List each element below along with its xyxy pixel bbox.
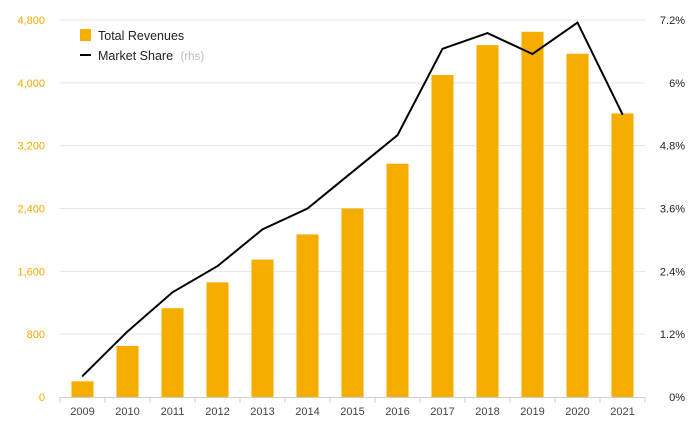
x-axis: 2009 2010 2011 2012 2013 2014 2015 2016 2017 2018…	[59, 397, 646, 418]
revenue-bar	[71, 381, 94, 397]
market-share-point	[531, 53, 534, 55]
revenue-bar	[251, 259, 274, 397]
x-tick-label: 2019	[520, 406, 544, 418]
revenue-bar	[116, 345, 139, 397]
market-share-point	[351, 171, 354, 173]
x-tick-label: 2017	[430, 406, 454, 418]
market-share-point	[396, 134, 399, 136]
revenue-bar	[476, 45, 499, 398]
x-tick-label: 2011	[161, 406, 185, 418]
legend-market-share-suffix: (rhs)	[181, 51, 205, 63]
left-tick-label: 2,400	[17, 204, 45, 216]
revenue-bar	[566, 53, 589, 397]
x-tick-label: 2013	[250, 406, 274, 418]
revenue-bar	[611, 113, 634, 397]
right-tick-label: 3.6%	[660, 204, 685, 216]
left-tick-label: 0	[39, 392, 45, 404]
revenue-bar	[341, 208, 364, 397]
market-share-point	[306, 207, 309, 210]
right-tick-label: 7.2%	[660, 15, 685, 27]
x-tick-label: 2016	[385, 406, 409, 418]
revenue-bars	[71, 31, 634, 398]
right-tick-label: 2.4%	[660, 266, 685, 278]
market-share-point	[81, 375, 84, 377]
x-tick-label: 2010	[115, 406, 139, 418]
x-tick-label: 2014	[295, 406, 319, 418]
left-tick-label: 4,000	[17, 78, 45, 90]
market-share-point	[261, 228, 264, 231]
revenue-bar	[206, 282, 229, 397]
left-tick-label: 800	[27, 329, 45, 341]
left-tick-label: 3,200	[17, 141, 45, 153]
x-tick-label: 2015	[340, 406, 364, 418]
left-tick-label: 4,800	[17, 15, 45, 27]
market-share-point	[576, 21, 579, 24]
market-share-point	[126, 330, 129, 333]
revenue-bar	[296, 234, 319, 397]
legend: Total Revenues Market Share (rhs)	[80, 29, 204, 63]
legend-label-market-share: Market Share (rhs)	[98, 49, 204, 63]
legend-market-share-text: Market Share	[98, 49, 173, 63]
x-tick-label: 2021	[610, 406, 634, 418]
market-share-point	[216, 265, 219, 267]
legend-swatch-revenues	[80, 29, 91, 41]
market-share-point	[621, 113, 624, 116]
left-tick-label: 1,600	[17, 266, 45, 278]
x-tick-label: 2012	[205, 406, 229, 418]
revenue-bar	[521, 31, 544, 397]
legend-label-revenues: Total Revenues	[98, 29, 184, 43]
x-tick-label: 2020	[565, 406, 589, 418]
right-y-axis: 0% 1.2% 2.4% 3.6% 4.8% 6% 7.2%	[660, 15, 685, 404]
market-share-line-layer	[81, 21, 624, 377]
x-tick-label: 2009	[70, 406, 94, 418]
revenue-bar	[386, 163, 409, 397]
x-tick-label: 2018	[475, 406, 499, 418]
right-tick-label: 6%	[669, 78, 685, 90]
market-share-point	[441, 47, 444, 50]
left-y-axis: 0 800 1,600 2,400 3,200 4,000 4,800	[17, 15, 45, 404]
market-share-point	[486, 32, 489, 34]
revenue-bar	[161, 308, 184, 397]
market-share-point	[171, 291, 174, 294]
right-tick-label: 0%	[669, 392, 685, 404]
right-tick-label: 4.8%	[660, 141, 685, 153]
revenue-bar	[431, 74, 454, 398]
right-tick-label: 1.2%	[660, 329, 685, 341]
